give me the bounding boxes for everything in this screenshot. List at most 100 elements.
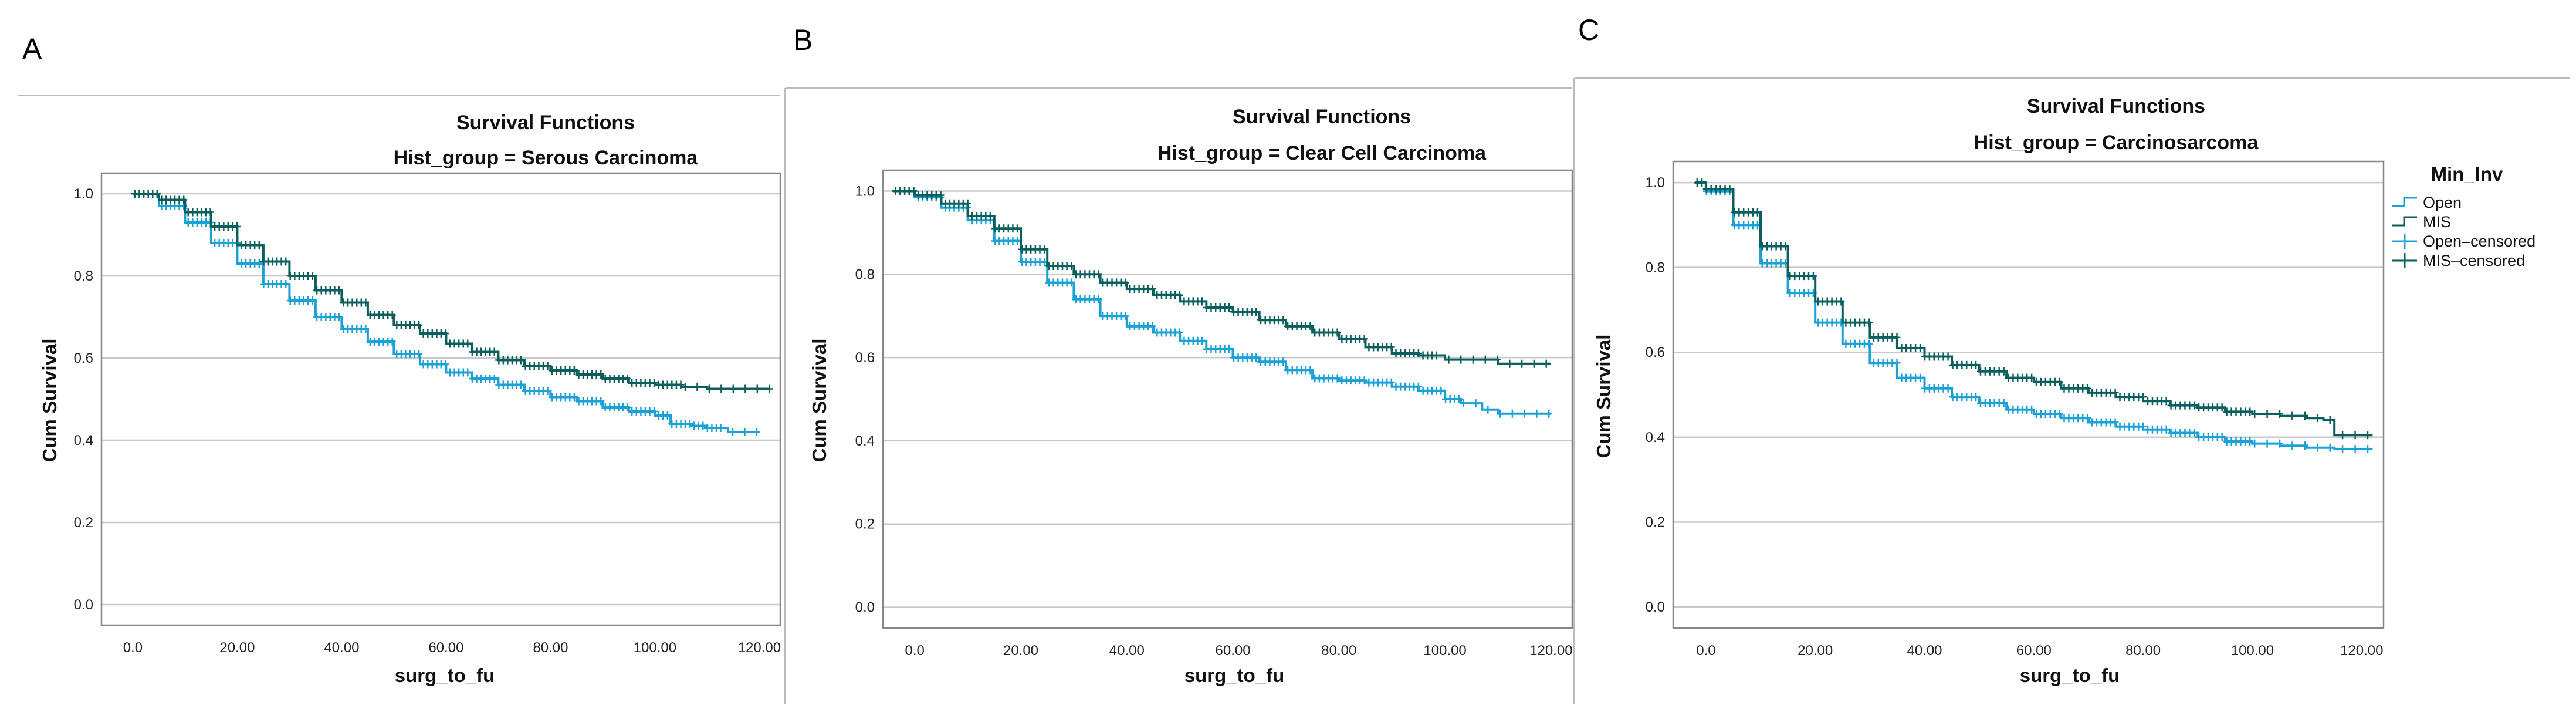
censor-mark [1484, 405, 1492, 414]
plot-area: 0.0 0.2 0.4 0.6 0.8 1.0 0.0 20.00 40.00 60.00 80.0… [855, 169, 1573, 659]
legend-swatch [2392, 234, 2417, 249]
y-tick-label: 0.6 [1646, 345, 1665, 360]
censor-mark [1122, 312, 1129, 320]
censor-mark [362, 298, 370, 307]
legend-title: Min_Inv [2431, 163, 2503, 185]
censor-mark [2028, 405, 2036, 414]
censor-mark [1306, 366, 1314, 375]
x-tick-label: 80.00 [533, 640, 568, 656]
y-tick-label: 1.0 [855, 183, 875, 199]
censor-mark [1545, 409, 1553, 418]
x-tick-label: 20.00 [219, 640, 255, 656]
plot-frame [882, 169, 1573, 629]
censor-mark [1306, 322, 1314, 330]
x-axis-label: surg_to_fu [395, 664, 495, 686]
censor-mark [2263, 439, 2271, 448]
y-tick-label: 0.2 [74, 515, 93, 531]
censor-mark [1481, 355, 1489, 364]
censor-mark [1455, 395, 1463, 403]
censor-mark [699, 421, 707, 430]
panel-letter: A [22, 32, 42, 65]
chart-subtitle: Hist_group = Clear Cell Carcinoma [1157, 142, 1487, 164]
censor-mark [1014, 224, 1021, 233]
legend-label: Open [2423, 194, 2462, 211]
x-axis-label: surg_to_fu [2020, 664, 2120, 686]
panel-b: B Survival Functions Hist_group = Clear … [793, 23, 1573, 686]
censor-mark [1521, 409, 1528, 418]
censor-mark [664, 411, 671, 420]
censor-mark [682, 383, 689, 391]
censor-mark [2301, 411, 2308, 420]
censor-mark [2218, 403, 2226, 412]
legend-swatch [2392, 253, 2417, 268]
censor-mark [717, 424, 725, 432]
y-tick-label: 0.2 [1646, 514, 1665, 530]
x-tick-label: 0.0 [123, 640, 143, 656]
censor-mark [741, 428, 749, 436]
x-tick-label: 40.00 [324, 640, 359, 656]
chart-title: Survival Functions [1233, 106, 1411, 128]
chart-title: Survival Functions [456, 112, 635, 134]
legend-entry: MIS–censored [2392, 252, 2525, 269]
censor-mark [2289, 411, 2296, 420]
censor-mark [2084, 384, 2091, 393]
censor-mark [2056, 377, 2063, 386]
censor-marks-open [1694, 178, 2371, 453]
censor-mark [651, 407, 658, 416]
y-tick-label: 1.0 [74, 186, 93, 202]
y-tick-label: 0.0 [1646, 599, 1665, 615]
y-tick-label: 0.4 [1646, 430, 1665, 446]
x-tick-label: 80.00 [2125, 643, 2161, 659]
censor-mark [651, 379, 658, 387]
censor-mark [2111, 388, 2119, 397]
censor-mark [1542, 359, 1550, 368]
panel-letter: C [1578, 14, 1599, 46]
legend-entry: Open–censored [2392, 232, 2536, 250]
survival-curve-open [133, 193, 760, 433]
censor-mark [706, 384, 713, 393]
x-tick-label: 60.00 [2016, 643, 2052, 659]
censor-mark [1917, 373, 1924, 382]
censor-mark [686, 420, 693, 428]
censor-mark [1445, 355, 1453, 364]
legend-swatch [2392, 216, 2417, 227]
censor-mark [415, 321, 423, 329]
censor-mark [1437, 386, 1445, 395]
censor-mark [2000, 399, 2008, 407]
censor-mark [1497, 409, 1504, 418]
censor-marks-mis [1694, 178, 2371, 440]
censor-mark [2364, 431, 2371, 440]
y-tick-label: 0.0 [74, 597, 93, 613]
censor-marks-mis [892, 187, 1550, 368]
censor-mark [1754, 208, 1761, 217]
censor-mark [2028, 373, 2036, 382]
censor-mark [1149, 322, 1156, 330]
censor-mark [442, 360, 449, 369]
censor-mark [1533, 409, 1541, 418]
censor-mark [1530, 359, 1538, 368]
censor-mark [2364, 445, 2371, 453]
censor-mark [1460, 399, 1467, 408]
x-tick-label: 0.0 [905, 643, 925, 659]
censor-mark [2191, 429, 2198, 437]
censor-mark [415, 350, 423, 358]
censor-mark [309, 272, 316, 280]
censor-mark [2191, 401, 2198, 410]
censor-mark [1433, 351, 1440, 360]
x-axis-label: surg_to_fu [1184, 664, 1285, 686]
censor-mark [1360, 335, 1368, 343]
x-tick-label: 120.00 [1529, 643, 1572, 659]
censor-mark [1726, 185, 1734, 193]
censor-mark [1068, 262, 1075, 271]
chart-subtitle: Hist_group = Carcinosarcoma [1974, 131, 2259, 154]
censor-mark [2140, 422, 2147, 431]
x-tick-label: 80.00 [1321, 643, 1356, 659]
censor-mark [309, 296, 316, 305]
censor-mark [1068, 278, 1075, 287]
plot-frame [1672, 160, 2385, 629]
censor-mark [937, 191, 945, 200]
y-tick-label: 0.2 [855, 517, 875, 532]
censor-mark [255, 259, 263, 268]
censor-mark [1506, 359, 1514, 368]
censor-mark [336, 313, 343, 321]
